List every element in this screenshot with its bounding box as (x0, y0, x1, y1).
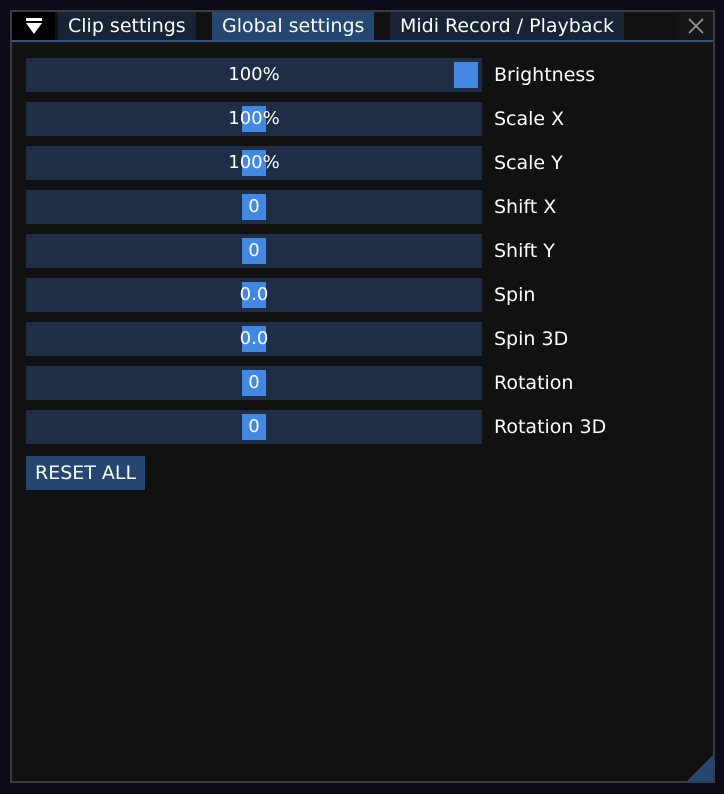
slider-grab[interactable] (242, 370, 266, 396)
slider-grab[interactable] (242, 414, 266, 440)
slider-track[interactable]: 100% (26, 102, 482, 136)
tab-global-settings[interactable]: Global settings (212, 12, 375, 40)
slider-track[interactable]: 0 (26, 366, 482, 400)
slider-grab[interactable] (242, 326, 266, 352)
slider-label: Shift Y (494, 240, 555, 262)
slider-track[interactable]: 0 (26, 190, 482, 224)
slider-label: Brightness (494, 64, 596, 86)
close-button[interactable] (679, 12, 713, 40)
slider-grab[interactable] (454, 62, 478, 88)
slider-value: 0 (248, 196, 260, 217)
slider-label: Scale X (494, 108, 565, 130)
reset-all-button[interactable]: RESET ALL (26, 456, 146, 490)
tab-clip-settings[interactable]: Clip settings (58, 12, 196, 40)
slider-track[interactable]: 100% (26, 58, 482, 92)
slider-grab[interactable] (242, 282, 266, 308)
slider-track[interactable]: 0 (26, 410, 482, 444)
tab-midi-record-playback[interactable]: Midi Record / Playback (390, 12, 624, 40)
slider-value: 0 (248, 416, 260, 437)
slider-label: Scale Y (494, 152, 563, 174)
slider-value: 0 (248, 240, 260, 261)
slider-grab[interactable] (242, 238, 266, 264)
slider-label: Spin 3D (494, 328, 569, 350)
slider-value: 0.0 (239, 284, 269, 305)
slider-value: 0 (248, 372, 260, 393)
close-icon (688, 18, 704, 34)
slider-track[interactable]: 0.0 (26, 278, 482, 312)
slider-label: Rotation 3D (494, 416, 607, 438)
triangle-down-icon (25, 18, 42, 34)
global-settings-window: Clip settings Global settings Midi Recor… (10, 10, 715, 783)
tab-bar: Clip settings Global settings Midi Recor… (12, 12, 713, 42)
slider-label: Shift X (494, 196, 557, 218)
slider-track[interactable]: 100% (26, 146, 482, 180)
slider-track[interactable]: 0.0 (26, 322, 482, 356)
collapse-button[interactable] (12, 12, 55, 40)
slider-value: 100% (228, 108, 280, 129)
slider-value: 100% (228, 152, 280, 173)
slider-grab[interactable] (242, 106, 266, 132)
slider-value: 100% (228, 64, 280, 85)
resize-handle[interactable] (687, 755, 713, 781)
slider-label: Spin (494, 284, 536, 306)
slider-track[interactable]: 0 (26, 234, 482, 268)
slider-value: 0.0 (239, 328, 269, 349)
slider-label: Rotation (494, 372, 574, 394)
slider-grab[interactable] (242, 194, 266, 220)
slider-grab[interactable] (242, 150, 266, 176)
